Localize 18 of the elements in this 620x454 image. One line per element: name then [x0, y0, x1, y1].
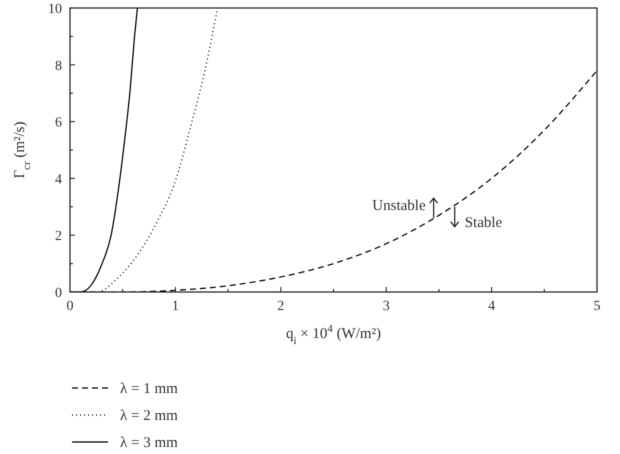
- annotation: Stable: [464, 214, 503, 231]
- y-tick-label: 4: [55, 172, 62, 188]
- legend-label: λ = 2 mm: [120, 408, 178, 424]
- y-tick-label: 2: [55, 229, 62, 244]
- x-tick-label: 0: [66, 299, 74, 314]
- y-tick-label: 0: [55, 286, 62, 301]
- x-tick-label: 4: [488, 299, 496, 314]
- y-tick-label: 8: [55, 58, 62, 74]
- x-tick-label: 3: [382, 299, 390, 314]
- x-tick-label: 1: [172, 299, 179, 314]
- y-tick-label: 6: [55, 116, 62, 131]
- x-tick-label: 2: [277, 299, 284, 314]
- legend-label: λ = 1 mm: [120, 381, 178, 397]
- x-tick-label: 5: [594, 299, 600, 314]
- annotation: Unstable: [372, 198, 426, 214]
- x-axis-title: q$_{i}$ × 10$^{4}$ (W/m²): [286, 323, 382, 347]
- legend-label: λ = 3 mm: [120, 435, 178, 451]
- y-tick-label: 10: [48, 2, 62, 17]
